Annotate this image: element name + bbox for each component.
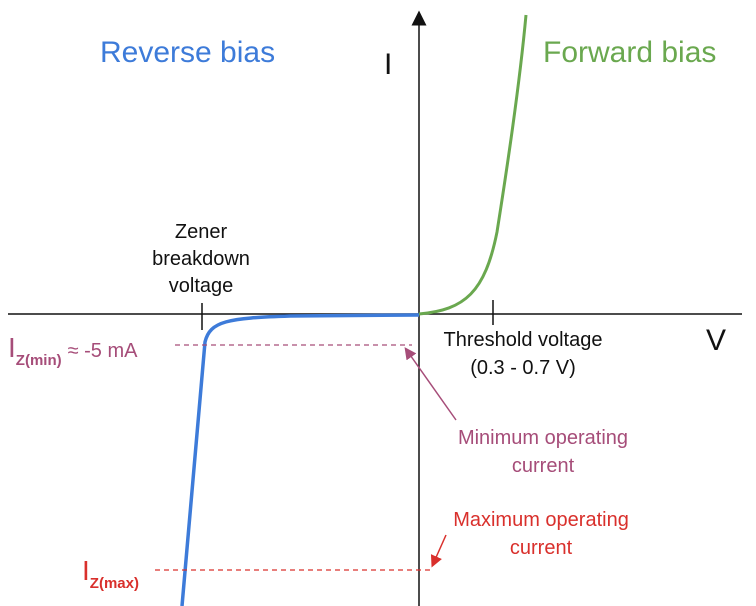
reverse-curve [180, 313, 420, 606]
symbol: I [82, 555, 90, 586]
forward-bias-label: Forward bias [543, 36, 716, 69]
zener-line: breakdown [152, 248, 250, 270]
max-current-line: current [510, 537, 573, 559]
min-arrow [404, 347, 457, 421]
symbol: I [8, 332, 16, 363]
forward-curve [418, 14, 528, 316]
iz-max-label: IZ(max) [82, 555, 139, 592]
x-axis-label: V [706, 324, 726, 357]
subscript: Z(min) [16, 352, 62, 369]
threshold-line: Threshold voltage [444, 329, 603, 351]
zener-line: voltage [169, 275, 234, 297]
reverse-bias-label: Reverse bias [100, 36, 275, 69]
min-current-line: current [512, 455, 575, 477]
iz-min-label: IZ(min) ≈ -5 mA [8, 332, 138, 369]
threshold-line: (0.3 - 0.7 V) [470, 357, 576, 379]
subscript: Z(max) [90, 575, 139, 592]
y-axis-label: I [384, 48, 392, 81]
max-current-label: Maximum operating current [453, 509, 629, 559]
value: ≈ -5 mA [68, 340, 139, 362]
min-current-label: Minimum operating current [458, 427, 628, 477]
max-arrow [430, 534, 447, 568]
min-current-line: Minimum operating [458, 427, 628, 449]
zener-label: Zener breakdown voltage [152, 221, 250, 297]
zener-line: Zener [175, 221, 228, 243]
max-current-line: Maximum operating [453, 509, 629, 531]
threshold-label: Threshold voltage (0.3 - 0.7 V) [444, 329, 603, 379]
